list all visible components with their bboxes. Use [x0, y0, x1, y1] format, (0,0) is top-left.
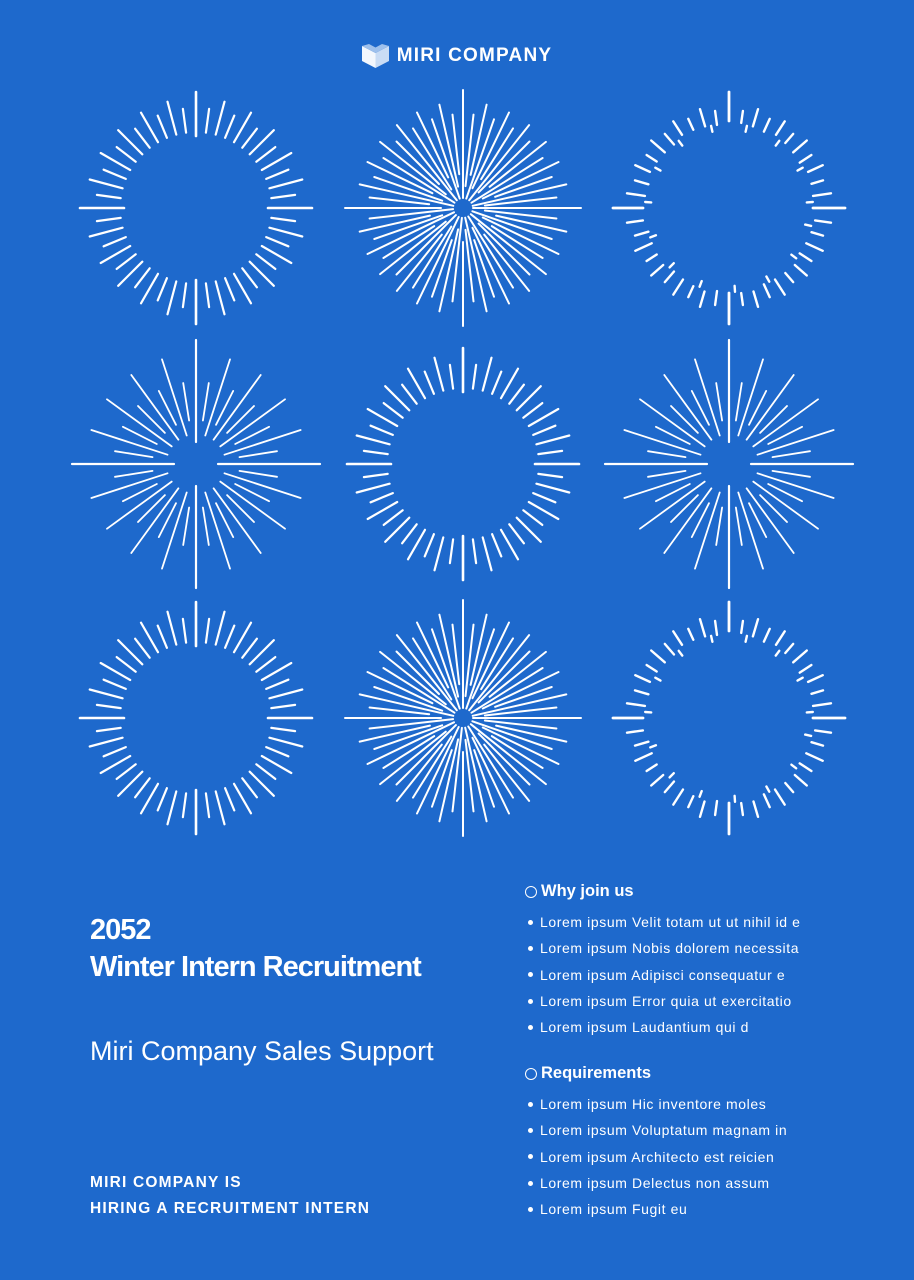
list-item: Lorem ipsum Nobis dolorem necessita — [525, 935, 895, 961]
brand-name: MIRI COMPANY — [396, 45, 553, 66]
list-item: Lorem ipsum Architecto est reicien — [525, 1144, 895, 1170]
list-item-text: Lorem ipsum Architecto est reicien — [540, 1148, 775, 1165]
list-item: Lorem ipsum Hic inventore moles — [525, 1091, 895, 1117]
list-item-text: Lorem ipsum Voluptatum magnam in — [540, 1122, 788, 1139]
sunburst-7 — [78, 600, 314, 836]
list-item: Lorem ipsum Adipisci consequatur e — [525, 962, 895, 988]
headline-title: Winter Intern Recruitment — [90, 951, 422, 983]
headline: 2052 Winter Intern Recruitment — [90, 912, 490, 986]
requirements-section: Requirements Lorem ipsum Hic inventore m… — [525, 1061, 895, 1222]
bullet-icon — [528, 919, 533, 925]
sunburst-4 — [70, 338, 322, 590]
bullet-icon — [528, 1101, 533, 1107]
list-item-text: Lorem ipsum Fugit eu — [540, 1201, 688, 1218]
folded-ribbon-logo-icon — [361, 44, 389, 68]
requirements-title: Requirements — [541, 1063, 652, 1082]
bullet-icon — [528, 1206, 533, 1212]
hiring-line-2: HIRING A RECRUITMENT INTERN — [90, 1200, 371, 1217]
why-join-section: Why join us Lorem ipsum Velit totam ut u… — [525, 879, 895, 1040]
bullet-icon — [528, 945, 533, 951]
hiring-statement: MIRI COMPANY IS HIRING A RECRUITMENT INT… — [90, 1170, 370, 1222]
subtitle: Miri Company Sales Support — [90, 1036, 434, 1066]
list-item: Lorem ipsum Error quia ut exercitatio — [525, 988, 895, 1014]
brand-header: MIRI COMPANY — [0, 44, 914, 68]
list-item: Lorem ipsum Fugit eu — [525, 1196, 895, 1222]
list-item: Lorem ipsum Laudantium qui d — [525, 1014, 895, 1040]
why-join-heading: Why join us — [525, 879, 895, 903]
sunburst-6 — [603, 338, 855, 590]
bullet-icon — [528, 1127, 533, 1133]
requirements-list: Lorem ipsum Hic inventore moles Lorem ip… — [525, 1091, 895, 1222]
why-join-title: Why join us — [541, 881, 634, 900]
sunburst-2 — [344, 89, 582, 327]
list-item: Lorem ipsum Voluptatum magnam in — [525, 1117, 895, 1143]
sunburst-5 — [345, 346, 581, 582]
list-item-text: Lorem ipsum Hic inventore moles — [540, 1096, 767, 1113]
sunburst-9 — [611, 600, 847, 836]
hiring-line-1: MIRI COMPANY IS — [90, 1174, 242, 1191]
sunburst-3 — [611, 90, 847, 326]
list-item: Lorem ipsum Delectus non assum — [525, 1170, 895, 1196]
circle-outline-icon — [525, 1068, 537, 1080]
list-item-text: Lorem ipsum Velit totam ut ut nihil id e — [540, 914, 801, 931]
bullet-icon — [528, 972, 533, 978]
headline-year: 2052 — [90, 914, 152, 946]
bullet-icon — [528, 998, 533, 1004]
bullet-icon — [528, 1180, 533, 1186]
list-item: Lorem ipsum Velit totam ut ut nihil id e — [525, 909, 895, 935]
sunburst-pattern — [70, 89, 855, 837]
why-join-list: Lorem ipsum Velit totam ut ut nihil id e… — [525, 909, 895, 1040]
list-item-text: Lorem ipsum Delectus non assum — [540, 1175, 770, 1192]
sunburst-1 — [78, 90, 314, 326]
bullet-icon — [528, 1154, 533, 1160]
list-item-text: Lorem ipsum Laudantium qui d — [540, 1019, 750, 1036]
list-item-text: Lorem ipsum Error quia ut exercitatio — [540, 993, 792, 1010]
requirements-heading: Requirements — [525, 1061, 895, 1085]
list-item-text: Lorem ipsum Adipisci consequatur e — [540, 966, 786, 983]
bullet-icon — [528, 1024, 533, 1030]
list-item-text: Lorem ipsum Nobis dolorem necessita — [540, 940, 800, 957]
circle-outline-icon — [525, 886, 537, 898]
sunburst-8 — [344, 599, 582, 837]
